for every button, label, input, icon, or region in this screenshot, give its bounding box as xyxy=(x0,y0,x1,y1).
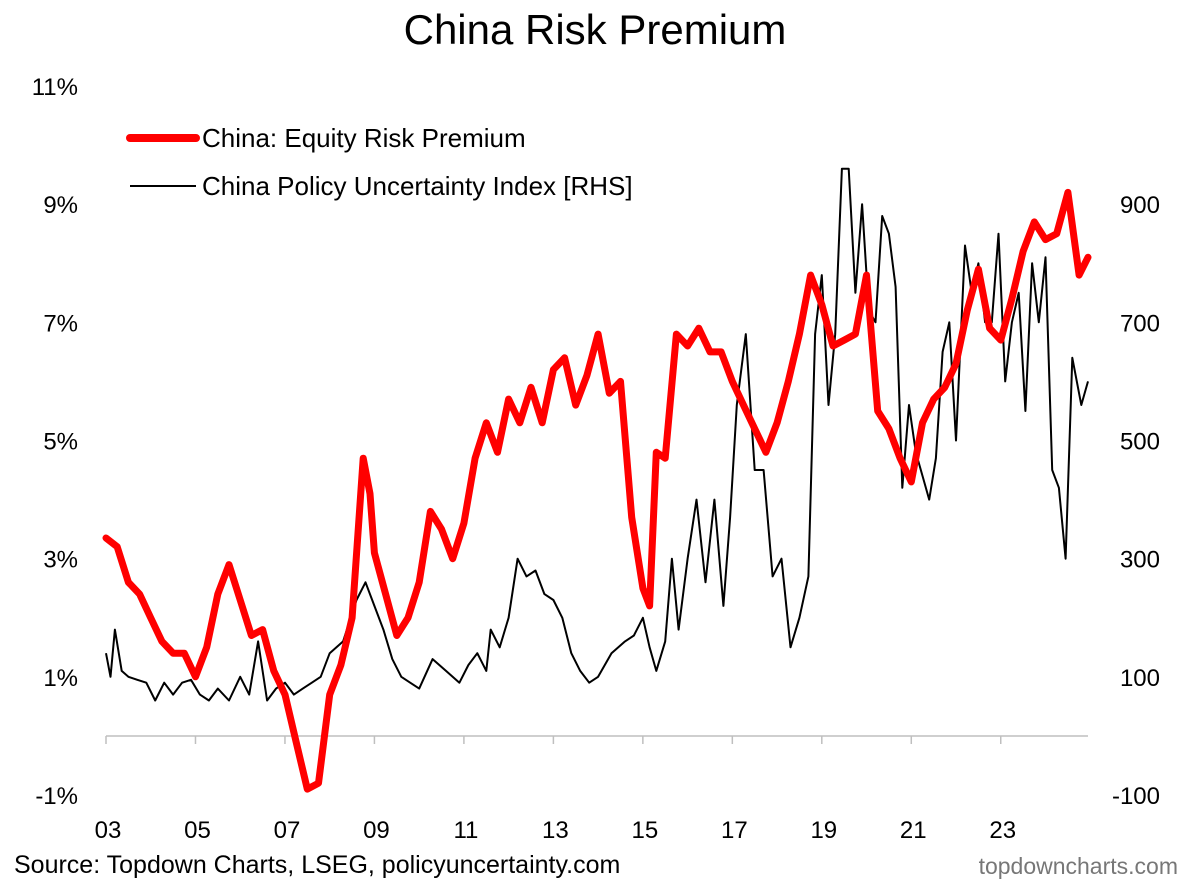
x-tick-label: 15 xyxy=(632,817,659,844)
x-tick-label: 23 xyxy=(989,817,1016,844)
right-tick-label: -100 xyxy=(1112,783,1160,810)
left-tick-label: 11% xyxy=(32,74,78,101)
right-tick-label: 900 xyxy=(1120,192,1160,219)
right-axis-ticks: -100 100 300 500 700 900 xyxy=(1112,192,1160,810)
left-tick-label: 7% xyxy=(43,310,78,337)
x-tick-label: 11 xyxy=(453,817,478,844)
series-line-equity-risk-premium xyxy=(102,188,1092,793)
left-tick-label: 5% xyxy=(43,429,78,456)
right-tick-label: 100 xyxy=(1120,665,1160,692)
x-tick-label: 09 xyxy=(363,817,390,844)
chart: China Risk Premium 03 05 07 09 11 13 15 17 19 21 2… xyxy=(32,6,1160,844)
legend-label-policy-uncertainty: China Policy Uncertainty Index [RHS] xyxy=(202,171,633,201)
x-tick-label: 03 xyxy=(95,817,122,844)
series-line-policy-uncertainty xyxy=(105,167,1089,702)
right-tick-label: 700 xyxy=(1120,310,1160,337)
x-tick-label: 05 xyxy=(184,817,211,844)
left-axis-ticks: -1% 1% 3% 5% 7% 9% 11% xyxy=(32,74,78,810)
x-axis-ticks: 03 05 07 09 11 13 15 17 19 21 23 xyxy=(95,736,1016,844)
plot-area xyxy=(102,167,1092,793)
x-tick-label: 21 xyxy=(900,817,927,844)
left-tick-label: -1% xyxy=(35,783,78,810)
source-note: Source: Topdown Charts, LSEG, policyunce… xyxy=(14,851,621,879)
right-tick-label: 300 xyxy=(1120,547,1160,574)
left-tick-label: 1% xyxy=(43,665,78,692)
brand-watermark: topdowncharts.com xyxy=(978,853,1178,879)
chart-title: China Risk Premium xyxy=(404,6,787,53)
legend: China: Equity Risk Premium China Policy … xyxy=(126,123,633,201)
legend-label-equity-risk-premium: China: Equity Risk Premium xyxy=(202,123,526,153)
x-tick-label: 07 xyxy=(274,817,301,844)
left-tick-label: 3% xyxy=(43,547,78,574)
x-tick-label: 19 xyxy=(810,817,837,844)
left-tick-label: 9% xyxy=(43,192,78,219)
x-tick-label: 13 xyxy=(542,817,569,844)
right-tick-label: 500 xyxy=(1120,429,1160,456)
x-tick-label: 17 xyxy=(721,817,748,844)
